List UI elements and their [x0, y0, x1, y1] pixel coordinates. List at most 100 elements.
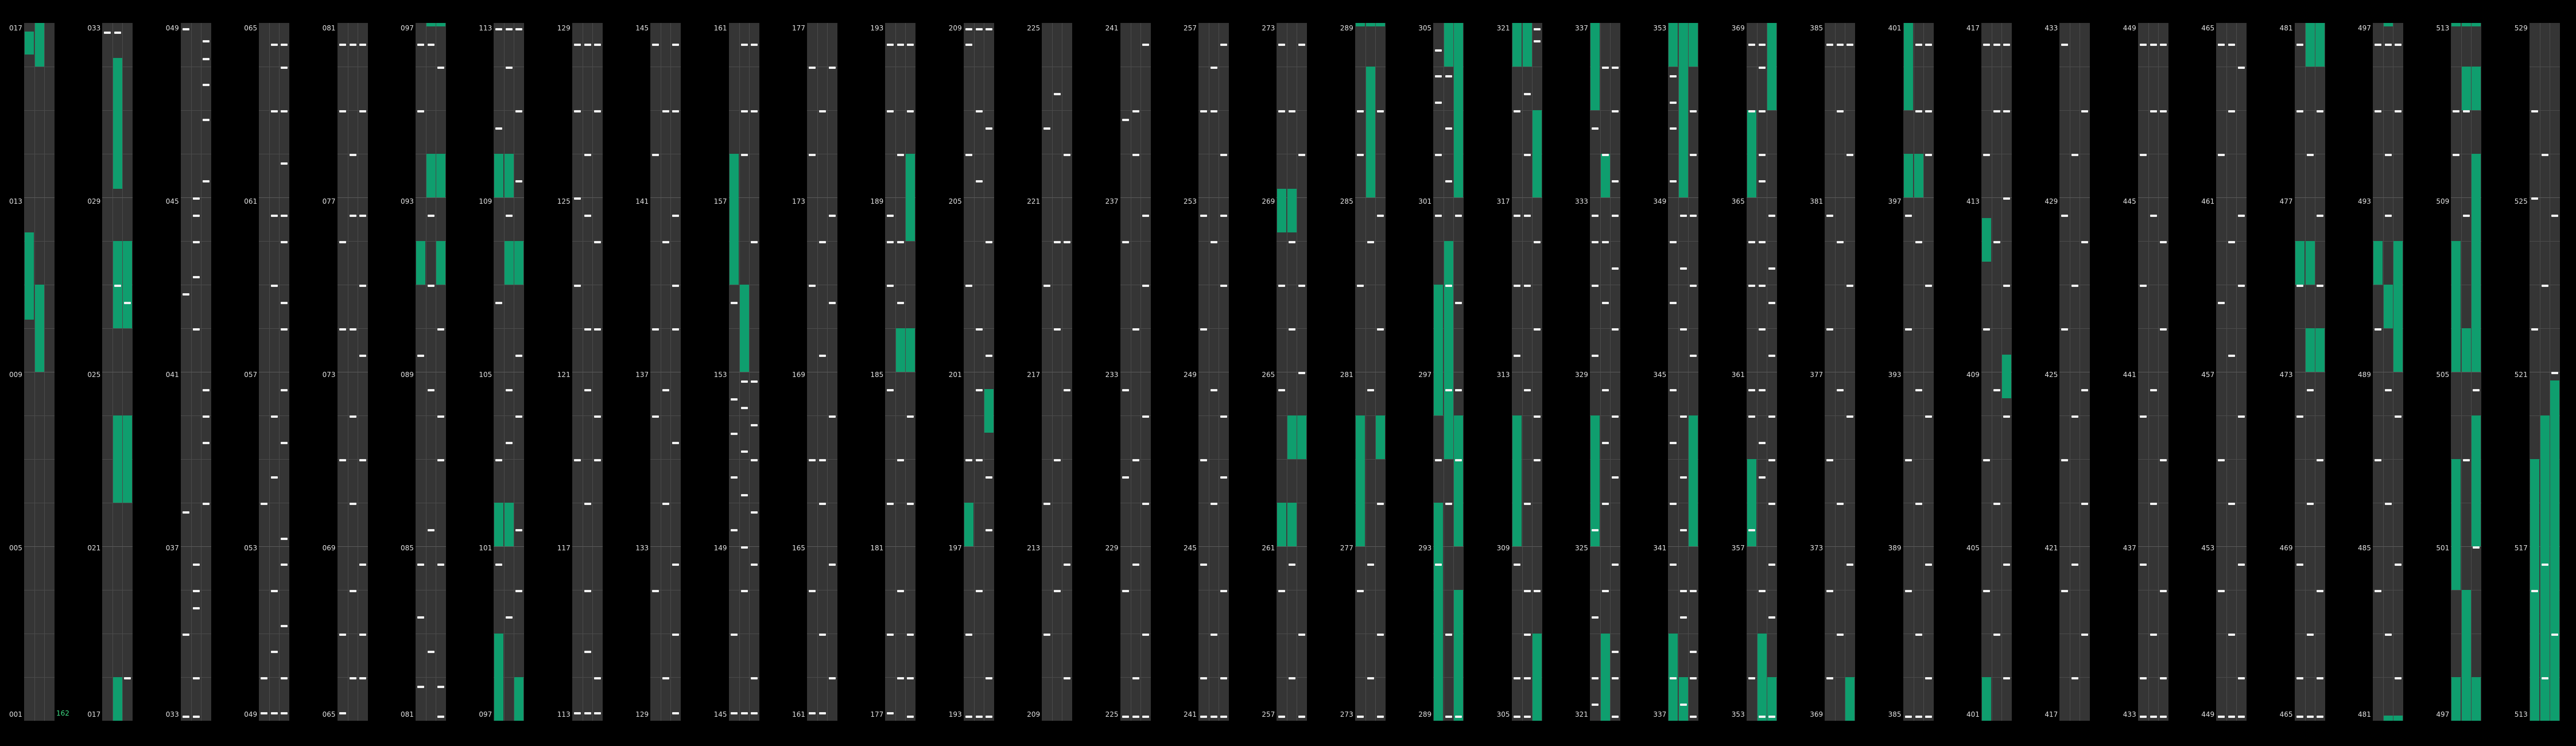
note-marker[interactable] — [349, 154, 356, 156]
note-marker[interactable] — [281, 712, 288, 714]
note-marker[interactable] — [1826, 328, 1834, 331]
note-marker[interactable] — [1435, 564, 1442, 566]
note-marker[interactable] — [261, 677, 268, 679]
note-marker[interactable] — [1748, 677, 1755, 679]
note-marker[interactable] — [2473, 546, 2480, 549]
note-marker[interactable] — [652, 154, 659, 156]
note-marker[interactable] — [428, 44, 434, 46]
active-segment[interactable] — [1365, 67, 1375, 197]
note-marker[interactable] — [2473, 389, 2480, 391]
note-marker[interactable] — [2218, 590, 2225, 592]
note-marker[interactable] — [2316, 215, 2323, 217]
note-marker[interactable] — [1993, 44, 2000, 46]
note-marker[interactable] — [417, 686, 424, 688]
note-marker[interactable] — [2061, 328, 2069, 331]
active-segment[interactable] — [2472, 23, 2481, 26]
note-marker[interactable] — [1993, 241, 2000, 243]
note-marker[interactable] — [2395, 677, 2402, 679]
note-marker[interactable] — [1200, 110, 1207, 112]
note-marker[interactable] — [2228, 110, 2236, 112]
note-marker[interactable] — [2159, 716, 2167, 718]
note-marker[interactable] — [1925, 564, 1932, 566]
note-marker[interactable] — [1680, 529, 1687, 531]
note-marker[interactable] — [1904, 459, 1912, 461]
note-marker[interactable] — [271, 110, 278, 112]
active-segment[interactable] — [514, 241, 524, 285]
note-marker[interactable] — [271, 415, 278, 418]
note-marker[interactable] — [1826, 459, 1834, 461]
note-marker[interactable] — [192, 607, 200, 609]
note-marker[interactable] — [1220, 154, 1227, 156]
note-marker[interactable] — [2150, 215, 2157, 217]
note-marker[interactable] — [965, 44, 972, 46]
note-marker[interactable] — [887, 503, 894, 505]
note-marker[interactable] — [1748, 110, 1755, 112]
note-marker[interactable] — [1915, 389, 1922, 391]
note-marker[interactable] — [1533, 459, 1541, 461]
note-marker[interactable] — [1200, 677, 1207, 679]
note-marker[interactable] — [2139, 415, 2147, 418]
note-marker[interactable] — [1289, 241, 1296, 243]
active-segment[interactable] — [1444, 23, 1454, 67]
note-marker[interactable] — [1054, 241, 1061, 243]
note-marker[interactable] — [1376, 328, 1384, 331]
note-marker[interactable] — [1592, 355, 1599, 357]
note-marker[interactable] — [1132, 154, 1139, 156]
note-marker[interactable] — [1356, 285, 1364, 287]
note-marker[interactable] — [1435, 75, 1442, 77]
note-marker[interactable] — [2228, 355, 2236, 357]
note-marker[interactable] — [1602, 302, 1609, 304]
note-marker[interactable] — [271, 476, 278, 479]
note-marker[interactable] — [1220, 677, 1227, 679]
note-marker[interactable] — [1915, 716, 1922, 718]
note-marker[interactable] — [1445, 389, 1453, 391]
note-marker[interactable] — [1298, 285, 1306, 287]
note-marker[interactable] — [1142, 44, 1149, 46]
note-marker[interactable] — [1533, 328, 1541, 331]
active-segment[interactable] — [494, 503, 504, 546]
note-marker[interactable] — [672, 215, 680, 217]
note-marker[interactable] — [672, 634, 680, 636]
note-marker[interactable] — [359, 355, 366, 357]
note-marker[interactable] — [887, 712, 894, 714]
active-segment[interactable] — [1669, 23, 1678, 67]
active-segment[interactable] — [1689, 23, 1698, 67]
note-marker[interactable] — [672, 44, 680, 46]
note-marker[interactable] — [2159, 44, 2167, 46]
active-segment[interactable] — [1355, 23, 1365, 26]
note-marker[interactable] — [1904, 215, 1912, 217]
note-marker[interactable] — [1513, 355, 1520, 357]
active-segment[interactable] — [2451, 23, 2461, 26]
note-marker[interactable] — [202, 442, 210, 444]
note-marker[interactable] — [182, 28, 189, 30]
note-marker[interactable] — [593, 677, 601, 679]
note-marker[interactable] — [819, 712, 826, 714]
active-segment[interactable] — [416, 241, 425, 285]
note-marker[interactable] — [1054, 459, 1061, 461]
note-marker[interactable] — [1523, 389, 1531, 391]
track-column[interactable] — [885, 23, 916, 721]
note-marker[interactable] — [975, 716, 983, 718]
note-marker[interactable] — [2385, 634, 2392, 636]
note-marker[interactable] — [985, 716, 992, 718]
note-marker[interactable] — [2150, 634, 2157, 636]
note-marker[interactable] — [124, 677, 131, 679]
note-marker[interactable] — [2139, 44, 2147, 46]
note-marker[interactable] — [1690, 110, 1697, 112]
note-marker[interactable] — [975, 590, 983, 592]
active-segment[interactable] — [436, 241, 445, 285]
note-marker[interactable] — [1592, 215, 1599, 217]
note-marker[interactable] — [2238, 67, 2245, 69]
active-segment[interactable] — [1903, 23, 1913, 110]
note-marker[interactable] — [593, 241, 601, 243]
note-marker[interactable] — [515, 355, 523, 357]
note-marker[interactable] — [584, 328, 591, 331]
note-marker[interactable] — [1768, 415, 1775, 418]
note-marker[interactable] — [506, 28, 513, 30]
note-marker[interactable] — [1445, 127, 1453, 130]
note-marker[interactable] — [271, 651, 278, 653]
note-marker[interactable] — [750, 712, 758, 714]
note-marker[interactable] — [495, 302, 503, 304]
note-marker[interactable] — [2316, 110, 2323, 112]
track-column[interactable] — [2294, 23, 2325, 721]
